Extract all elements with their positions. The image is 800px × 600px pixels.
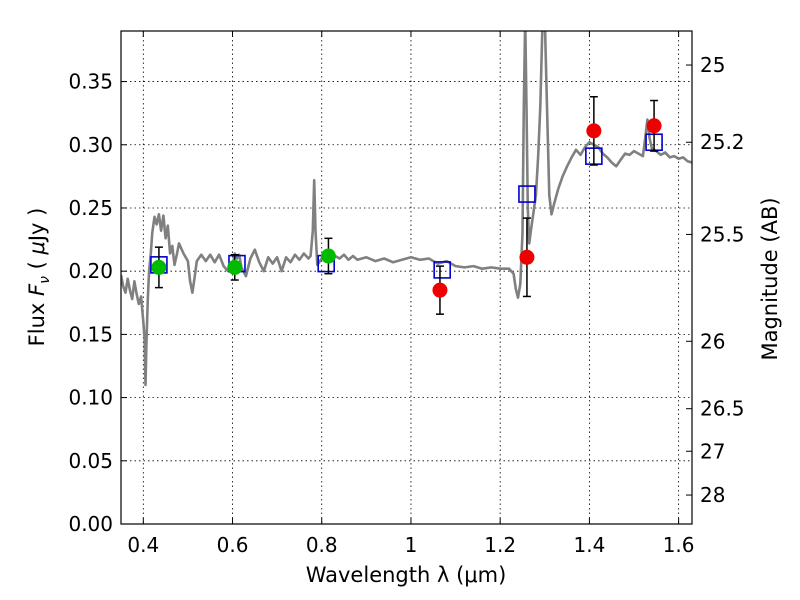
y-label-subscript: ν — [37, 276, 53, 284]
axis-ticks: 0.4 0.6 0.8 1 1.2 1.4 1.6 0.00 0.05 0.10 0.15 0.20 0… — [68, 31, 745, 557]
y-axis-label: Flux Fν ( μJy ) — [25, 208, 53, 347]
y-tick-label: 0.25 — [68, 196, 113, 220]
y2-tick-label: 28 — [700, 483, 725, 507]
x-tick-label: 0.4 — [127, 533, 159, 557]
y2-tick-label: 27 — [700, 439, 725, 463]
y-tick-label: 0.10 — [68, 386, 113, 410]
y-label-mu: μ — [25, 241, 49, 255]
y-tick-label: 0.15 — [68, 322, 113, 346]
y2-tick-label: 26 — [700, 329, 725, 353]
near-infrared-photometry-marker — [432, 282, 448, 298]
y-tick-label: 0.05 — [68, 449, 113, 473]
y-tick-label: 0.00 — [68, 512, 113, 536]
near-infrared-photometry-marker — [586, 123, 602, 139]
y-tick-label: 0.35 — [68, 70, 113, 94]
model-photometry-marker — [518, 185, 536, 203]
y-tick-label: 0.30 — [68, 133, 113, 157]
plot-frame — [120, 30, 693, 525]
model-spectrum-line — [121, 31, 692, 387]
y-label-prefix: Flux — [25, 296, 49, 346]
optical-photometry-marker — [151, 259, 167, 275]
x-tick-label: 1.2 — [484, 533, 516, 557]
y2-tick-label: 25 — [700, 53, 725, 77]
y2-tick-label: 25.5 — [700, 222, 745, 246]
y-label-suffix: Jy ) — [25, 208, 49, 244]
model-photometry-marker — [433, 261, 451, 279]
near-infrared-photometry-marker — [646, 118, 662, 134]
plot-area — [121, 31, 692, 387]
x-tick-label: 0.6 — [217, 533, 249, 557]
x-tick-label: 1.4 — [573, 533, 605, 557]
y2-tick-label: 25.2 — [700, 130, 745, 154]
grid — [121, 31, 692, 525]
x-tick-label: 1 — [405, 533, 418, 557]
x-tick-label: 0.8 — [306, 533, 338, 557]
y2-tick-label: 26.5 — [700, 397, 745, 421]
near-infrared-photometry-marker — [519, 249, 535, 265]
y2-axis-label: Magnitude (AB) — [758, 197, 782, 360]
y-label-symbol: F — [25, 283, 49, 296]
x-axis-label: Wavelength λ (μm) — [306, 563, 507, 587]
x-tick-label: 1.6 — [663, 533, 695, 557]
optical-photometry-marker — [320, 248, 336, 264]
optical-photometry-marker — [227, 259, 243, 275]
y-label-middle: ( — [25, 255, 49, 277]
y-tick-label: 0.20 — [68, 259, 113, 283]
